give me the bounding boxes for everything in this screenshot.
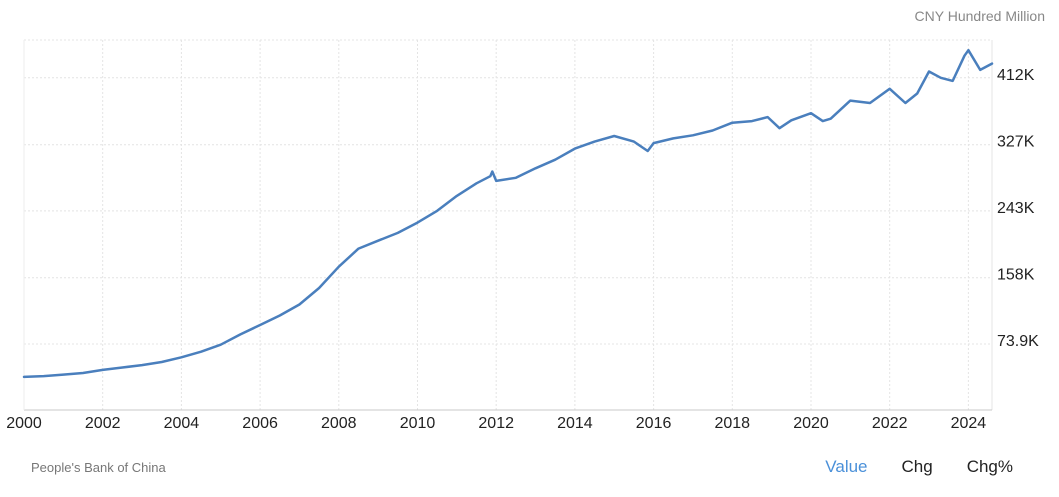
x-tick-label: 2002 xyxy=(85,415,121,432)
view-toggle: Value Chg Chg% xyxy=(825,457,1013,477)
y-tick-label: 158K xyxy=(997,267,1035,284)
x-tick-labels: 2000 2002 2004 2006 2008 2010 2012 2014 2016 2018… xyxy=(6,415,986,432)
x-tick-label: 2010 xyxy=(400,415,436,432)
unit-label: CNY Hundred Million xyxy=(914,8,1045,24)
value-toggle-button[interactable]: Value xyxy=(825,457,868,476)
y-tick-label: 73.9K xyxy=(997,333,1039,350)
x-gridlines xyxy=(23,40,993,410)
x-tick-label: 2000 xyxy=(6,415,42,432)
chg-percent-toggle-button[interactable]: Chg% xyxy=(966,457,1013,476)
x-tick-label: 2022 xyxy=(872,415,908,432)
y-gridlines xyxy=(24,39,992,345)
x-tick-label: 2024 xyxy=(951,415,987,432)
x-tick-label: 2014 xyxy=(557,415,593,432)
series-group xyxy=(22,48,994,379)
chg-toggle-button[interactable]: Chg xyxy=(901,457,933,476)
y-tick-labels: 73.9K 158K 243K 327K 412K xyxy=(997,67,1039,350)
x-tick-label: 2020 xyxy=(793,415,829,432)
x-tick-label: 2006 xyxy=(242,415,278,432)
y-tick-label: 243K xyxy=(997,200,1035,217)
x-tick-label: 2004 xyxy=(164,415,200,432)
x-tick-label: 2008 xyxy=(321,415,357,432)
x-tick-label: 2012 xyxy=(478,415,514,432)
x-tick-label: 2016 xyxy=(636,415,672,432)
x-tick-label: 2018 xyxy=(714,415,750,432)
series-line-0 xyxy=(22,48,994,379)
source-label: People's Bank of China xyxy=(31,460,166,475)
y-tick-label: 412K xyxy=(997,67,1035,84)
y-tick-label: 327K xyxy=(997,134,1035,151)
